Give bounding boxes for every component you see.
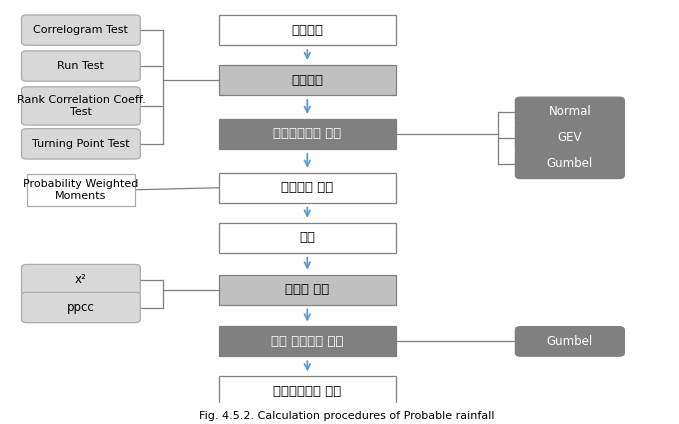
Text: Gumbel: Gumbel	[547, 335, 593, 348]
Text: Turning Point Test: Turning Point Test	[32, 139, 130, 149]
FancyBboxPatch shape	[22, 15, 141, 45]
FancyBboxPatch shape	[515, 326, 624, 356]
Text: ppcc: ppcc	[67, 301, 95, 314]
Text: 확률강우량의 산정: 확률강우량의 산정	[273, 385, 342, 398]
Text: GEV: GEV	[557, 131, 582, 145]
Text: 해석: 해석	[299, 231, 315, 244]
Text: Probability Weighted
Moments: Probability Weighted Moments	[23, 179, 139, 201]
FancyBboxPatch shape	[219, 275, 396, 304]
FancyBboxPatch shape	[22, 292, 141, 323]
FancyBboxPatch shape	[219, 65, 396, 95]
Text: 확률분포형의 적용: 확률분포형의 적용	[273, 127, 342, 140]
FancyBboxPatch shape	[22, 265, 141, 295]
FancyBboxPatch shape	[219, 326, 396, 357]
Text: Rank Correlation Coeff.
Test: Rank Correlation Coeff. Test	[16, 95, 145, 117]
Text: Fig. 4.5.2. Calculation procedures of Probable rainfall: Fig. 4.5.2. Calculation procedures of Pr…	[199, 411, 494, 421]
Text: 최적 분포형의 결정: 최적 분포형의 결정	[271, 335, 344, 348]
FancyBboxPatch shape	[22, 129, 141, 159]
FancyBboxPatch shape	[219, 377, 396, 406]
FancyBboxPatch shape	[22, 51, 141, 81]
Text: 예비해석: 예비해석	[291, 73, 323, 86]
Text: Normal: Normal	[549, 106, 591, 118]
Text: Gumbel: Gumbel	[547, 157, 593, 170]
FancyBboxPatch shape	[515, 149, 624, 179]
Text: 적합도 검정: 적합도 검정	[285, 283, 329, 296]
FancyBboxPatch shape	[22, 87, 141, 125]
Text: Correlogram Test: Correlogram Test	[33, 25, 128, 35]
FancyBboxPatch shape	[219, 173, 396, 203]
FancyBboxPatch shape	[219, 119, 396, 149]
FancyBboxPatch shape	[515, 123, 624, 153]
FancyBboxPatch shape	[26, 174, 135, 206]
FancyBboxPatch shape	[219, 223, 396, 253]
Text: 매개변수 추정: 매개변수 추정	[281, 181, 333, 194]
Text: 강우자료: 강우자료	[291, 24, 323, 36]
FancyBboxPatch shape	[515, 97, 624, 127]
FancyBboxPatch shape	[219, 15, 396, 45]
Text: Run Test: Run Test	[58, 61, 105, 71]
Text: x²: x²	[75, 273, 87, 286]
